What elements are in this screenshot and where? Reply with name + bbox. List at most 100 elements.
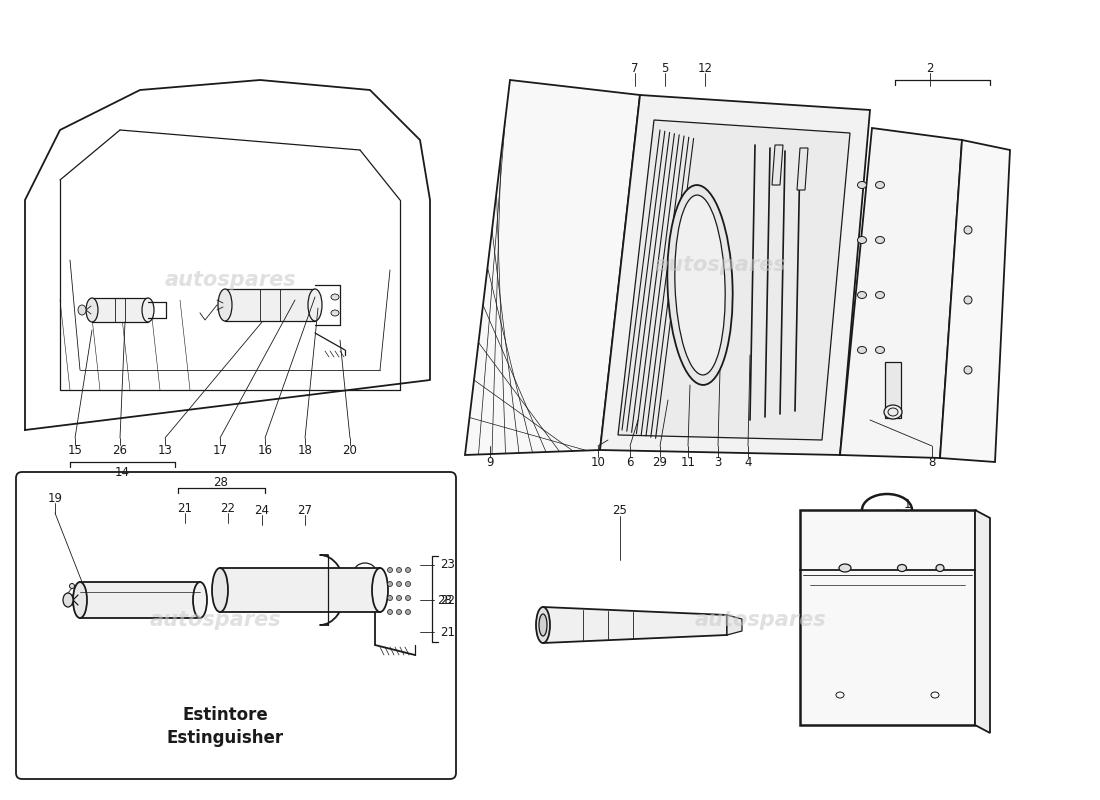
- Ellipse shape: [536, 607, 550, 643]
- Ellipse shape: [668, 185, 733, 385]
- Ellipse shape: [898, 565, 906, 571]
- Ellipse shape: [387, 582, 393, 586]
- Polygon shape: [600, 95, 870, 455]
- Polygon shape: [727, 615, 742, 635]
- Text: 5: 5: [661, 62, 669, 74]
- Text: 19: 19: [47, 491, 63, 505]
- Ellipse shape: [936, 565, 944, 571]
- Ellipse shape: [406, 582, 410, 586]
- Ellipse shape: [218, 289, 232, 321]
- Text: 22: 22: [440, 594, 455, 606]
- Text: 16: 16: [257, 443, 273, 457]
- Ellipse shape: [964, 366, 972, 374]
- Ellipse shape: [372, 568, 388, 612]
- Ellipse shape: [674, 195, 725, 375]
- Ellipse shape: [406, 595, 410, 601]
- Polygon shape: [220, 568, 380, 612]
- Text: 28: 28: [438, 594, 452, 606]
- Polygon shape: [92, 298, 148, 322]
- Text: 13: 13: [157, 443, 173, 457]
- Text: 24: 24: [254, 503, 270, 517]
- Ellipse shape: [69, 583, 75, 589]
- Text: autospares: autospares: [164, 270, 296, 290]
- Ellipse shape: [387, 610, 393, 614]
- Text: 1: 1: [903, 498, 911, 511]
- Polygon shape: [226, 289, 315, 321]
- Ellipse shape: [876, 237, 884, 243]
- Polygon shape: [80, 582, 200, 618]
- Ellipse shape: [78, 305, 86, 315]
- Polygon shape: [618, 120, 850, 440]
- Text: 3: 3: [714, 455, 722, 469]
- Ellipse shape: [876, 346, 884, 354]
- Ellipse shape: [396, 595, 402, 601]
- Ellipse shape: [331, 310, 339, 316]
- Text: 20: 20: [342, 443, 358, 457]
- Text: autospares: autospares: [654, 255, 785, 275]
- Text: 14: 14: [114, 466, 130, 478]
- Ellipse shape: [839, 564, 851, 572]
- Ellipse shape: [142, 298, 154, 322]
- Ellipse shape: [73, 582, 87, 618]
- Text: 21: 21: [440, 626, 455, 638]
- Polygon shape: [772, 145, 783, 185]
- Text: 2: 2: [926, 62, 934, 74]
- Text: Estintore: Estintore: [183, 706, 268, 724]
- Ellipse shape: [86, 298, 98, 322]
- Ellipse shape: [406, 567, 410, 573]
- Ellipse shape: [858, 237, 867, 243]
- Text: 12: 12: [697, 62, 713, 74]
- Text: 26: 26: [112, 443, 128, 457]
- Ellipse shape: [884, 405, 902, 419]
- Text: autospares: autospares: [694, 610, 826, 630]
- Ellipse shape: [387, 567, 393, 573]
- Ellipse shape: [308, 289, 322, 321]
- Ellipse shape: [63, 593, 73, 607]
- FancyBboxPatch shape: [16, 472, 456, 779]
- Ellipse shape: [964, 226, 972, 234]
- Text: 9: 9: [486, 455, 494, 469]
- Text: 7: 7: [631, 62, 639, 74]
- Text: 25: 25: [613, 503, 627, 517]
- Text: 29: 29: [652, 455, 668, 469]
- Ellipse shape: [858, 182, 867, 189]
- Text: 4: 4: [745, 455, 751, 469]
- Ellipse shape: [396, 567, 402, 573]
- Ellipse shape: [396, 582, 402, 586]
- Text: 18: 18: [298, 443, 312, 457]
- Text: 6: 6: [626, 455, 634, 469]
- Ellipse shape: [888, 408, 898, 416]
- Ellipse shape: [964, 296, 972, 304]
- Polygon shape: [975, 510, 990, 733]
- Ellipse shape: [876, 182, 884, 189]
- Ellipse shape: [858, 346, 867, 354]
- Text: 22: 22: [220, 502, 235, 514]
- Text: 11: 11: [681, 455, 695, 469]
- Text: 21: 21: [177, 502, 192, 514]
- Text: Estinguisher: Estinguisher: [166, 729, 284, 747]
- Polygon shape: [886, 362, 901, 418]
- Text: 10: 10: [591, 455, 605, 469]
- Text: autospares: autospares: [150, 610, 280, 630]
- Ellipse shape: [192, 582, 207, 618]
- Ellipse shape: [876, 291, 884, 298]
- Text: 15: 15: [67, 443, 82, 457]
- Text: 28: 28: [213, 477, 229, 490]
- Text: 17: 17: [212, 443, 228, 457]
- Polygon shape: [798, 148, 808, 190]
- Polygon shape: [940, 140, 1010, 462]
- Polygon shape: [543, 607, 727, 643]
- Text: 8: 8: [928, 455, 936, 469]
- Polygon shape: [800, 510, 975, 725]
- Ellipse shape: [396, 610, 402, 614]
- Ellipse shape: [858, 291, 867, 298]
- Ellipse shape: [331, 294, 339, 300]
- Ellipse shape: [406, 610, 410, 614]
- Polygon shape: [840, 128, 962, 458]
- Ellipse shape: [539, 614, 547, 636]
- Ellipse shape: [387, 595, 393, 601]
- Polygon shape: [465, 80, 640, 455]
- Text: 27: 27: [297, 503, 312, 517]
- Ellipse shape: [212, 568, 228, 612]
- Text: 23: 23: [441, 558, 455, 571]
